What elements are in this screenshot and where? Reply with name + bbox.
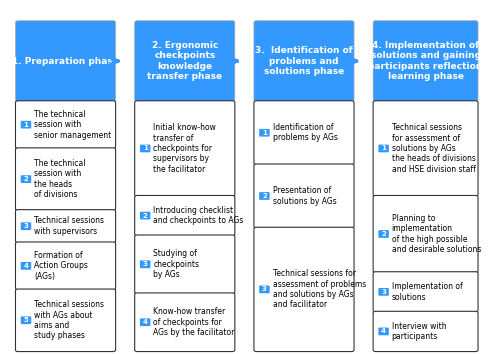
FancyBboxPatch shape — [134, 21, 235, 102]
Text: 4: 4 — [381, 329, 386, 335]
Text: 3: 3 — [142, 261, 148, 267]
Text: 1: 1 — [24, 122, 28, 128]
FancyBboxPatch shape — [20, 262, 31, 270]
FancyBboxPatch shape — [254, 101, 354, 165]
FancyBboxPatch shape — [20, 222, 31, 230]
FancyBboxPatch shape — [140, 318, 150, 326]
FancyBboxPatch shape — [20, 175, 31, 183]
Text: Know-how transfer
of checkpoints for
AGs by the facilitator: Know-how transfer of checkpoints for AGs… — [154, 307, 234, 337]
FancyBboxPatch shape — [16, 289, 116, 352]
FancyBboxPatch shape — [378, 288, 389, 296]
Text: 3.  Identification of
problems and
solutions phase: 3. Identification of problems and soluti… — [255, 46, 353, 76]
FancyBboxPatch shape — [16, 101, 116, 149]
Text: Initial know-how
transfer of
checkpoints for
supervisors by
the facilitator: Initial know-how transfer of checkpoints… — [154, 123, 216, 174]
Text: Planning to
implementation
of the high possible
and desirable solutions: Planning to implementation of the high p… — [392, 214, 481, 254]
FancyBboxPatch shape — [16, 148, 116, 210]
Text: Technical sessions for
assessment of problems
and solutions by AGs
and facilitat: Technical sessions for assessment of pro… — [272, 269, 366, 309]
Text: The technical
session with
the heads
of divisions: The technical session with the heads of … — [34, 159, 86, 199]
FancyBboxPatch shape — [16, 210, 116, 243]
FancyBboxPatch shape — [134, 235, 235, 293]
FancyBboxPatch shape — [254, 227, 354, 352]
Text: 2: 2 — [381, 231, 386, 237]
FancyBboxPatch shape — [254, 21, 354, 102]
FancyBboxPatch shape — [16, 242, 116, 290]
Text: Introducing checklist
and checkpoints to AGs: Introducing checklist and checkpoints to… — [154, 206, 244, 225]
FancyBboxPatch shape — [373, 195, 478, 273]
FancyBboxPatch shape — [259, 129, 270, 137]
FancyBboxPatch shape — [254, 164, 354, 228]
Text: 4: 4 — [24, 263, 28, 269]
Text: Studying of
checkpoints
by AGs: Studying of checkpoints by AGs — [154, 250, 200, 279]
FancyBboxPatch shape — [140, 212, 150, 219]
Text: 5: 5 — [24, 317, 28, 323]
FancyBboxPatch shape — [378, 327, 389, 335]
Text: Implementation of
solutions: Implementation of solutions — [392, 282, 462, 302]
Text: 2: 2 — [143, 213, 148, 218]
FancyBboxPatch shape — [373, 101, 478, 196]
FancyBboxPatch shape — [378, 144, 389, 152]
FancyBboxPatch shape — [134, 101, 235, 196]
FancyBboxPatch shape — [373, 21, 478, 102]
Text: 1: 1 — [142, 145, 148, 152]
Text: 3: 3 — [24, 223, 28, 229]
FancyBboxPatch shape — [134, 293, 235, 352]
Text: Identification of
problems by AGs: Identification of problems by AGs — [272, 123, 338, 142]
Text: 4: 4 — [142, 319, 148, 325]
Text: 2. Ergonomic
checkpoints
knowledge
transfer phase: 2. Ergonomic checkpoints knowledge trans… — [147, 41, 222, 81]
FancyBboxPatch shape — [259, 286, 270, 293]
Text: 3: 3 — [381, 289, 386, 295]
Text: 2: 2 — [24, 176, 28, 182]
FancyBboxPatch shape — [20, 316, 31, 324]
FancyBboxPatch shape — [20, 121, 31, 129]
Text: Technical sessions
for assessment of
solutions by AGs
the heads of divisions
and: Technical sessions for assessment of sol… — [392, 123, 475, 174]
FancyBboxPatch shape — [373, 311, 478, 352]
FancyBboxPatch shape — [134, 195, 235, 236]
Text: Presentation of
solutions by AGs: Presentation of solutions by AGs — [272, 186, 336, 206]
FancyBboxPatch shape — [259, 192, 270, 200]
FancyBboxPatch shape — [140, 144, 150, 152]
Text: 4. Implementation of
solutions and gaining
participants reflection
learning phas: 4. Implementation of solutions and gaini… — [368, 41, 482, 81]
Text: Technical sessions
with supervisors: Technical sessions with supervisors — [34, 217, 104, 236]
Text: Formation of
Action Groups
(AGs): Formation of Action Groups (AGs) — [34, 251, 88, 281]
Text: Technical sessions
with AGs about
aims and
study phases: Technical sessions with AGs about aims a… — [34, 300, 104, 341]
Text: 1: 1 — [262, 130, 267, 136]
Text: 2: 2 — [262, 193, 267, 199]
FancyBboxPatch shape — [378, 230, 389, 238]
FancyBboxPatch shape — [140, 261, 150, 268]
Text: The technical
session with
senior management: The technical session with senior manage… — [34, 110, 112, 139]
Text: 3: 3 — [262, 286, 267, 292]
Text: 1: 1 — [381, 145, 386, 152]
Text: Interview with
participants: Interview with participants — [392, 322, 446, 341]
Text: 1. Preparation phase: 1. Preparation phase — [12, 57, 119, 65]
FancyBboxPatch shape — [16, 21, 116, 102]
FancyBboxPatch shape — [373, 272, 478, 312]
